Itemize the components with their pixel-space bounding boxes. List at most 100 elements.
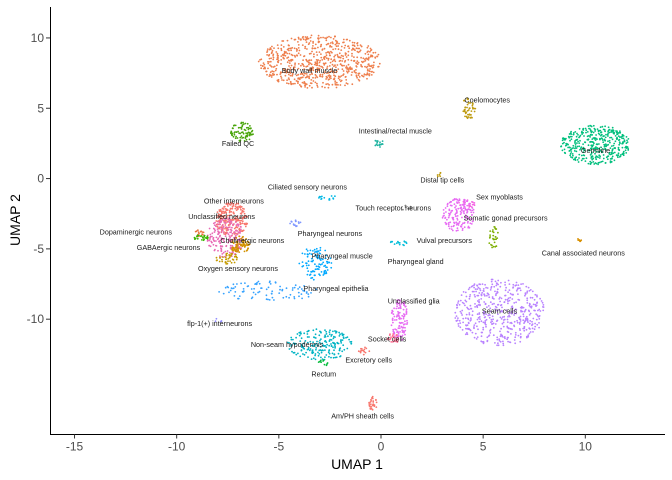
data-point bbox=[370, 70, 373, 73]
data-point bbox=[298, 295, 300, 298]
data-point bbox=[236, 226, 239, 229]
data-point bbox=[296, 333, 299, 335]
data-point bbox=[242, 290, 245, 292]
data-point bbox=[497, 279, 500, 282]
data-point bbox=[507, 300, 509, 303]
data-point bbox=[531, 290, 534, 293]
data-point bbox=[374, 51, 377, 54]
data-point bbox=[488, 313, 491, 316]
data-point bbox=[487, 293, 490, 296]
data-point bbox=[319, 359, 322, 362]
data-point bbox=[515, 289, 518, 292]
data-point bbox=[351, 71, 353, 74]
data-point bbox=[401, 322, 404, 324]
data-point bbox=[324, 349, 326, 351]
data-point bbox=[227, 228, 230, 231]
data-point bbox=[560, 145, 563, 148]
data-point bbox=[284, 74, 287, 77]
data-point bbox=[316, 268, 318, 270]
data-point bbox=[472, 218, 474, 220]
data-point bbox=[220, 214, 223, 217]
data-point bbox=[404, 320, 406, 323]
data-point bbox=[276, 52, 279, 55]
data-point bbox=[283, 71, 286, 74]
data-point bbox=[272, 54, 274, 57]
data-point bbox=[335, 66, 337, 69]
data-point bbox=[311, 276, 314, 279]
data-point bbox=[351, 41, 354, 44]
data-point bbox=[351, 44, 354, 47]
data-point bbox=[326, 262, 329, 264]
data-point bbox=[316, 84, 319, 87]
data-point bbox=[235, 246, 238, 249]
data-point bbox=[595, 150, 598, 153]
data-point bbox=[222, 216, 225, 219]
data-point bbox=[246, 215, 249, 218]
data-point bbox=[342, 70, 345, 72]
data-point bbox=[350, 340, 353, 343]
data-point bbox=[532, 331, 534, 333]
data-point bbox=[327, 83, 329, 85]
data-point bbox=[346, 83, 349, 85]
cluster-points-3 bbox=[230, 121, 254, 143]
data-point bbox=[497, 313, 499, 315]
data-point bbox=[376, 140, 379, 143]
data-point bbox=[578, 127, 581, 130]
data-point bbox=[303, 68, 306, 71]
data-point bbox=[310, 344, 313, 347]
data-point bbox=[591, 134, 594, 136]
data-point bbox=[312, 80, 315, 82]
data-point bbox=[227, 220, 230, 223]
data-point bbox=[523, 326, 526, 329]
data-point bbox=[402, 326, 405, 329]
data-point bbox=[290, 64, 293, 67]
labels-layer: Body wall muscleCoelomocytesGermlineFail… bbox=[100, 66, 626, 421]
data-point bbox=[246, 240, 249, 243]
data-point bbox=[513, 320, 516, 323]
data-point bbox=[391, 240, 394, 243]
data-point bbox=[318, 258, 321, 260]
data-point bbox=[235, 235, 237, 237]
data-point bbox=[405, 241, 407, 244]
data-point bbox=[197, 229, 199, 232]
data-point bbox=[522, 306, 525, 309]
data-point bbox=[501, 316, 504, 318]
data-point bbox=[351, 47, 354, 50]
data-point bbox=[585, 157, 588, 160]
data-point bbox=[464, 201, 466, 204]
data-point bbox=[591, 151, 593, 154]
data-point bbox=[582, 157, 585, 160]
data-point bbox=[469, 202, 471, 205]
data-point bbox=[611, 150, 614, 152]
data-point bbox=[605, 133, 607, 136]
data-point bbox=[321, 263, 323, 265]
data-point bbox=[304, 45, 307, 48]
data-point bbox=[339, 76, 341, 78]
data-point bbox=[599, 126, 602, 129]
data-point bbox=[485, 318, 488, 321]
data-point bbox=[574, 159, 577, 162]
data-point bbox=[228, 226, 231, 229]
data-point bbox=[321, 349, 324, 351]
data-point bbox=[458, 319, 461, 322]
data-point bbox=[471, 214, 473, 216]
data-point bbox=[569, 152, 572, 155]
cluster-label: Pharyngeal gland bbox=[388, 257, 444, 266]
data-point bbox=[364, 59, 367, 62]
data-point bbox=[292, 351, 295, 354]
data-point bbox=[219, 245, 222, 248]
data-point bbox=[602, 154, 605, 156]
data-point bbox=[589, 147, 592, 150]
data-point bbox=[513, 302, 516, 304]
data-point bbox=[522, 319, 525, 322]
data-point bbox=[366, 68, 369, 71]
data-point bbox=[449, 221, 452, 224]
data-point bbox=[294, 64, 296, 66]
data-point bbox=[246, 122, 249, 125]
data-point bbox=[326, 343, 328, 346]
data-point bbox=[297, 288, 299, 290]
data-point bbox=[243, 140, 246, 142]
data-point bbox=[314, 81, 317, 84]
data-point bbox=[592, 131, 595, 134]
data-point bbox=[371, 54, 374, 57]
